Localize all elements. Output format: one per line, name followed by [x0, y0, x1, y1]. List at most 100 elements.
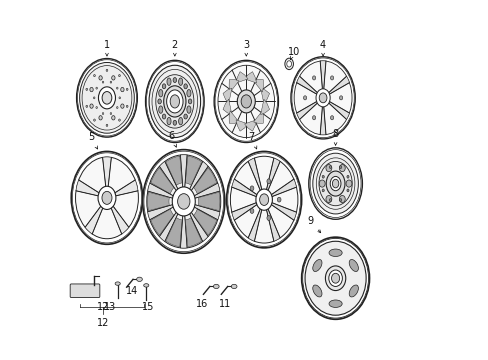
- Polygon shape: [76, 180, 99, 196]
- Polygon shape: [165, 156, 182, 185]
- Ellipse shape: [110, 113, 111, 114]
- Ellipse shape: [330, 76, 333, 80]
- Polygon shape: [260, 99, 269, 114]
- Ellipse shape: [162, 114, 165, 119]
- Polygon shape: [320, 107, 325, 135]
- Ellipse shape: [98, 87, 115, 109]
- Ellipse shape: [75, 157, 138, 239]
- Text: 11: 11: [218, 299, 230, 309]
- Polygon shape: [180, 155, 187, 187]
- Polygon shape: [229, 80, 239, 92]
- Ellipse shape: [106, 69, 107, 71]
- Ellipse shape: [172, 187, 195, 216]
- Ellipse shape: [309, 150, 360, 217]
- Ellipse shape: [159, 90, 163, 97]
- Polygon shape: [248, 209, 261, 241]
- Polygon shape: [194, 183, 220, 198]
- Ellipse shape: [106, 124, 107, 126]
- Ellipse shape: [90, 87, 93, 92]
- Ellipse shape: [166, 117, 171, 125]
- Ellipse shape: [93, 97, 95, 99]
- Ellipse shape: [126, 105, 128, 107]
- Ellipse shape: [285, 58, 293, 69]
- Ellipse shape: [329, 199, 331, 202]
- Ellipse shape: [339, 195, 345, 203]
- Polygon shape: [147, 183, 173, 198]
- Polygon shape: [244, 72, 256, 83]
- Ellipse shape: [241, 95, 251, 108]
- Polygon shape: [271, 179, 296, 197]
- Polygon shape: [193, 168, 216, 194]
- Polygon shape: [271, 203, 296, 220]
- Polygon shape: [147, 204, 173, 220]
- Polygon shape: [253, 80, 263, 92]
- Polygon shape: [236, 120, 247, 131]
- Ellipse shape: [96, 107, 97, 108]
- Ellipse shape: [186, 90, 191, 97]
- Text: 15: 15: [142, 302, 154, 312]
- Ellipse shape: [346, 175, 348, 178]
- Polygon shape: [253, 111, 263, 123]
- Text: 3: 3: [243, 40, 249, 56]
- Text: 7: 7: [248, 132, 256, 149]
- Polygon shape: [231, 203, 256, 220]
- Ellipse shape: [286, 61, 291, 67]
- Ellipse shape: [319, 180, 325, 187]
- Polygon shape: [244, 120, 256, 131]
- Ellipse shape: [294, 61, 351, 135]
- Ellipse shape: [218, 65, 274, 138]
- Ellipse shape: [318, 161, 351, 206]
- Polygon shape: [111, 206, 128, 234]
- Ellipse shape: [339, 166, 341, 168]
- Ellipse shape: [214, 60, 278, 143]
- Ellipse shape: [71, 152, 142, 244]
- Ellipse shape: [78, 60, 136, 136]
- Polygon shape: [189, 212, 208, 242]
- Ellipse shape: [312, 116, 315, 120]
- Ellipse shape: [121, 104, 124, 108]
- Ellipse shape: [162, 84, 165, 89]
- Ellipse shape: [312, 76, 315, 80]
- Ellipse shape: [312, 260, 321, 271]
- Ellipse shape: [328, 270, 342, 287]
- Ellipse shape: [215, 62, 277, 141]
- Ellipse shape: [312, 285, 321, 297]
- Ellipse shape: [329, 176, 340, 191]
- Polygon shape: [180, 216, 187, 248]
- Ellipse shape: [110, 81, 111, 83]
- Ellipse shape: [348, 285, 358, 297]
- Ellipse shape: [177, 194, 189, 209]
- Polygon shape: [320, 61, 325, 89]
- Ellipse shape: [332, 179, 338, 188]
- Ellipse shape: [77, 59, 137, 137]
- Ellipse shape: [178, 78, 183, 85]
- Polygon shape: [248, 158, 261, 190]
- Ellipse shape: [291, 58, 353, 138]
- Ellipse shape: [166, 90, 183, 113]
- Ellipse shape: [178, 117, 183, 125]
- Ellipse shape: [319, 93, 326, 103]
- Ellipse shape: [143, 284, 148, 287]
- Ellipse shape: [188, 99, 191, 104]
- Text: 5: 5: [87, 132, 98, 149]
- Text: 6: 6: [168, 131, 176, 147]
- Ellipse shape: [102, 192, 112, 204]
- Ellipse shape: [136, 277, 142, 282]
- Polygon shape: [266, 158, 280, 190]
- Ellipse shape: [173, 120, 176, 125]
- Polygon shape: [223, 88, 231, 104]
- Ellipse shape: [102, 91, 112, 104]
- Polygon shape: [266, 209, 280, 241]
- Polygon shape: [189, 161, 208, 190]
- Ellipse shape: [86, 88, 87, 90]
- Ellipse shape: [316, 158, 354, 209]
- Ellipse shape: [231, 284, 237, 289]
- Ellipse shape: [346, 180, 351, 187]
- Ellipse shape: [259, 194, 268, 206]
- Ellipse shape: [158, 99, 161, 104]
- Ellipse shape: [170, 95, 179, 108]
- Ellipse shape: [119, 75, 120, 77]
- Polygon shape: [231, 179, 256, 197]
- Ellipse shape: [339, 96, 342, 100]
- Ellipse shape: [72, 153, 142, 243]
